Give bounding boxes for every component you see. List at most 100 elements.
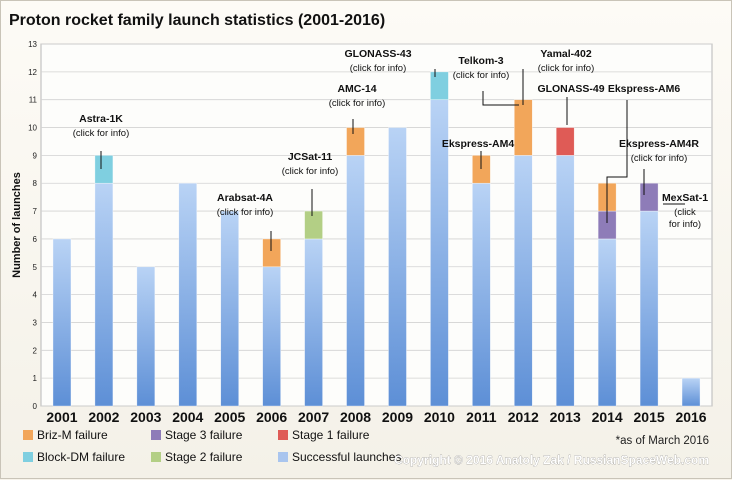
bar-success-2015[interactable]: [639, 210, 659, 407]
annotation-click-for-info[interactable]: (click for info): [329, 98, 385, 109]
y-tick-label: 3: [33, 318, 38, 327]
annotation-yamal-402[interactable]: Yamal-402 (click for info): [522, 48, 594, 105]
legend-swatch-blockdm: [23, 452, 33, 462]
bar-success-2012[interactable]: [513, 155, 533, 407]
bars: [52, 71, 701, 407]
y-tick-label: 1: [33, 374, 38, 383]
annotation-name[interactable]: MexSat-1: [662, 192, 708, 204]
annotation-click-for-info[interactable]: (click: [674, 207, 696, 218]
annotation-click-for-info[interactable]: (click for info): [73, 128, 129, 139]
bar-success-2005[interactable]: [220, 210, 240, 407]
bar-success-2002[interactable]: [94, 182, 114, 407]
annotation-arabsat-4a[interactable]: Arabsat-4A (click for info): [217, 192, 274, 251]
y-axis-label: Number of launches: [11, 172, 23, 278]
y-tick-label: 0: [33, 402, 38, 411]
annotation-ekspress-am4[interactable]: Ekspress-AM4: [442, 138, 515, 169]
y-tick-label: 2: [33, 346, 38, 355]
bar-brizm-2008[interactable]: [346, 127, 365, 156]
annotation-click-for-info[interactable]: (click for info): [538, 63, 594, 74]
legend-label-stage1: Stage 1 failure: [292, 428, 370, 442]
y-tick-label: 7: [33, 207, 38, 216]
legend-swatch-stage3: [151, 430, 161, 440]
x-axis-ticks: 2001 2002 2003 2004 2005 2006 2007 2008 2009 2010…: [46, 409, 706, 425]
y-tick-label: 10: [28, 124, 37, 133]
annotation-telkom-3[interactable]: Telkom-3 (click for info): [453, 55, 519, 106]
annotation-ekspress-am4r[interactable]: Ekspress-AM4R (click for info): [619, 138, 699, 195]
annotation-click-for-info[interactable]: (click for info): [631, 153, 687, 164]
annotation-name[interactable]: JCSat-11: [288, 151, 333, 163]
y-tick-label: 6: [33, 235, 38, 244]
bar-success-2016[interactable]: [681, 377, 701, 407]
bar-stage1-2013[interactable]: [555, 127, 575, 156]
annotation-click-for-info[interactable]: (click for info): [350, 63, 406, 74]
bar-success-2003[interactable]: [136, 266, 156, 407]
bar-success-2007[interactable]: [304, 238, 323, 407]
annotation-amc-14[interactable]: AMC-14 (click for info): [329, 83, 385, 134]
bar-brizm-2012[interactable]: [513, 99, 533, 156]
bar-success-2008[interactable]: [346, 155, 365, 407]
annotation-astra-1k[interactable]: Astra-1K (click for info): [73, 113, 129, 169]
x-tick-label-2015: 2015: [634, 409, 665, 425]
x-tick-label-2003: 2003: [130, 409, 161, 425]
annotation-name[interactable]: GLONASS-43: [344, 48, 411, 60]
annotation-click-for-info[interactable]: (click for info): [282, 166, 338, 177]
x-tick-label-2012: 2012: [508, 409, 539, 425]
legend-label-stage3: Stage 3 failure: [165, 428, 243, 442]
legend-swatch-success: [278, 452, 288, 462]
legend-label-brizm: Briz-M failure: [37, 428, 108, 442]
annotation-click-for-info[interactable]: (click for info): [453, 70, 509, 81]
y-tick-label: 12: [28, 68, 37, 77]
annotation-name[interactable]: Arabsat-4A: [217, 192, 273, 204]
bar-stage3-2015[interactable]: [639, 182, 659, 212]
annotation-click-for-info[interactable]: for info): [669, 219, 701, 230]
bar-success-2006[interactable]: [262, 266, 281, 407]
annotation-name[interactable]: Yamal-402: [540, 48, 592, 60]
annotation-name[interactable]: AMC-14: [337, 83, 376, 95]
y-tick-label: 4: [33, 291, 38, 300]
bar-success-2009[interactable]: [388, 127, 407, 407]
annotation-name[interactable]: Astra-1K: [79, 113, 123, 125]
legend-swatch-brizm: [23, 430, 33, 440]
bar-blockdm-2010[interactable]: [430, 71, 449, 100]
x-tick-label-2016: 2016: [675, 409, 706, 425]
annotation-name[interactable]: GLONASS-49: [537, 83, 604, 95]
legend-label-blockdm: Block-DM failure: [37, 450, 125, 464]
bar-blockdm-2002[interactable]: [94, 155, 114, 184]
x-tick-label-2014: 2014: [592, 409, 623, 425]
bar-stage2-2007[interactable]: [304, 210, 323, 240]
x-tick-label-2011: 2011: [466, 409, 497, 425]
y-tick-label: 13: [28, 40, 37, 49]
y-tick-label: 11: [29, 96, 38, 105]
annotation-glonass-49[interactable]: GLONASS-49: [537, 83, 605, 125]
annotation-jcsat-11[interactable]: JCSat-11 (click for info): [282, 151, 338, 216]
x-tick-label-2009: 2009: [382, 409, 413, 425]
annotation-leader-line: [482, 91, 519, 106]
bar-success-2011[interactable]: [472, 182, 491, 407]
annotation-name[interactable]: Ekspress-AM4R: [619, 138, 699, 150]
annotation-click-for-info[interactable]: (click for info): [217, 207, 273, 218]
x-tick-label-2006: 2006: [256, 409, 287, 425]
bar-success-2001[interactable]: [52, 238, 72, 407]
chart-title: Proton rocket family launch statistics (…: [9, 12, 385, 29]
x-tick-label-2010: 2010: [424, 409, 455, 425]
annotation-ekspress-am6[interactable]: Ekspress-AM6: [606, 83, 681, 223]
bar-success-2014[interactable]: [597, 238, 617, 407]
x-tick-label-2001: 2001: [46, 409, 77, 425]
annotation-glonass-43[interactable]: GLONASS-43 (click for info): [344, 48, 436, 77]
bar-success-2013[interactable]: [555, 155, 575, 407]
annotation-leader-line: [606, 100, 628, 223]
legend-swatch-stage1: [278, 430, 288, 440]
bar-brizm-2006[interactable]: [262, 238, 281, 268]
legend-swatch-stage2: [151, 452, 161, 462]
annotation-name[interactable]: Ekspress-AM4: [442, 138, 515, 150]
copyright: Copyright © 2016 Anatoly Zak / RussianSp…: [394, 453, 709, 467]
annotation-name[interactable]: Ekspress-AM6: [608, 83, 681, 95]
bar-success-2004[interactable]: [178, 182, 198, 407]
annotation-name[interactable]: Telkom-3: [458, 55, 503, 67]
legend: Briz-M failure Stage 3 failure Stage 1 fai…: [23, 428, 401, 464]
x-tick-label-2013: 2013: [550, 409, 581, 425]
